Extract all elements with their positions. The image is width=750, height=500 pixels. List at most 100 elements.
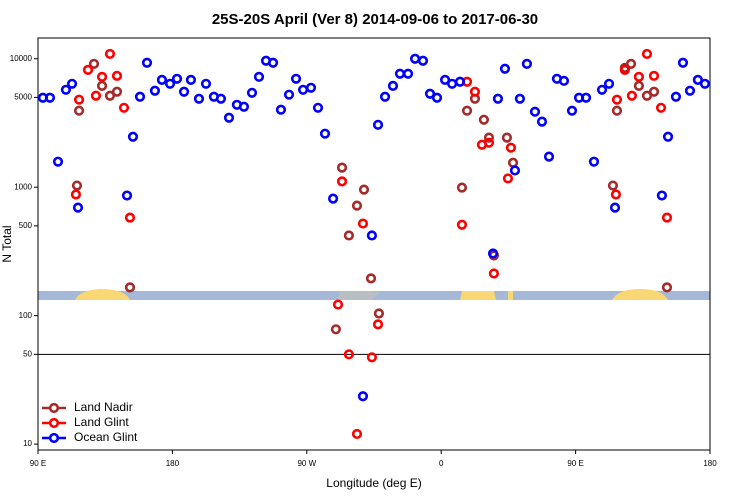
point xyxy=(461,105,473,116)
point xyxy=(104,48,116,60)
point xyxy=(156,74,168,85)
x-tick-label: 90 E xyxy=(30,459,46,468)
point xyxy=(124,212,136,223)
y-tick-label: 500 xyxy=(19,221,33,230)
point xyxy=(330,324,342,335)
point xyxy=(366,230,378,241)
point xyxy=(72,202,84,213)
point xyxy=(648,70,660,81)
point xyxy=(111,70,123,81)
point xyxy=(373,308,385,319)
point xyxy=(121,190,133,201)
chart-title: 25S-20S April (Ver 8) 2014-09-06 to 2017… xyxy=(212,11,538,28)
point xyxy=(502,173,514,184)
point xyxy=(543,151,555,162)
point xyxy=(626,90,637,101)
point xyxy=(536,116,548,127)
point xyxy=(655,102,667,113)
map-strip xyxy=(38,289,710,300)
point xyxy=(661,282,673,293)
point xyxy=(492,93,504,104)
legend-label: Land Glint xyxy=(74,415,129,429)
point xyxy=(283,89,295,100)
point xyxy=(275,104,287,115)
point xyxy=(60,84,72,95)
y-axis-label: N Total xyxy=(0,225,14,262)
point xyxy=(358,184,370,195)
point xyxy=(633,71,645,82)
point xyxy=(611,105,623,116)
point xyxy=(677,57,689,68)
point xyxy=(96,71,108,82)
y-tick-label: 5000 xyxy=(14,93,32,102)
point xyxy=(529,106,541,117)
point xyxy=(456,219,468,230)
point xyxy=(656,190,668,201)
point xyxy=(193,93,205,104)
point xyxy=(588,156,600,167)
x-tick-label: 90 E xyxy=(567,459,583,468)
point xyxy=(684,85,696,96)
point xyxy=(312,102,324,113)
point xyxy=(499,63,511,74)
point xyxy=(509,165,521,176)
point xyxy=(44,92,56,103)
point xyxy=(124,282,136,293)
point xyxy=(336,176,348,187)
point xyxy=(394,68,406,79)
point xyxy=(372,319,384,330)
point xyxy=(387,80,399,91)
point xyxy=(141,57,153,68)
point xyxy=(454,76,466,87)
point xyxy=(96,80,108,91)
point xyxy=(633,80,645,91)
point xyxy=(478,114,490,125)
point xyxy=(487,248,499,259)
point xyxy=(501,132,513,143)
point xyxy=(424,88,436,99)
point xyxy=(66,78,78,89)
point xyxy=(365,273,377,284)
point xyxy=(699,78,711,89)
point xyxy=(88,58,100,69)
point xyxy=(619,64,630,75)
point xyxy=(483,132,495,143)
point xyxy=(670,91,682,102)
point xyxy=(73,105,85,116)
point xyxy=(111,86,123,97)
point xyxy=(648,86,660,97)
point xyxy=(357,391,369,402)
point xyxy=(417,55,429,66)
point xyxy=(171,73,183,84)
point xyxy=(200,78,212,89)
point xyxy=(52,156,64,167)
x-tick-label: 0 xyxy=(439,459,444,468)
x-tick-label: 90 W xyxy=(297,459,316,468)
point xyxy=(178,86,190,97)
y-tick-label: 10000 xyxy=(10,54,33,63)
point xyxy=(351,428,363,440)
point xyxy=(70,189,82,200)
legend-label: Land Nadir xyxy=(74,400,133,414)
point xyxy=(297,84,309,95)
x-axis-label: Longitude (deg E) xyxy=(326,476,421,490)
legend-label: Ocean Glint xyxy=(74,430,138,444)
point xyxy=(290,73,302,84)
point xyxy=(134,91,146,102)
point xyxy=(223,112,235,123)
legend-marker xyxy=(48,417,60,429)
point xyxy=(82,64,94,75)
point xyxy=(73,94,85,105)
point xyxy=(118,102,130,113)
point xyxy=(343,230,355,241)
y-tick-label: 1000 xyxy=(14,182,32,191)
point xyxy=(692,74,704,85)
point xyxy=(90,90,102,101)
point xyxy=(319,128,331,139)
point xyxy=(596,84,608,95)
point xyxy=(238,101,250,112)
point xyxy=(149,85,161,96)
point xyxy=(483,137,495,148)
point xyxy=(488,268,500,279)
